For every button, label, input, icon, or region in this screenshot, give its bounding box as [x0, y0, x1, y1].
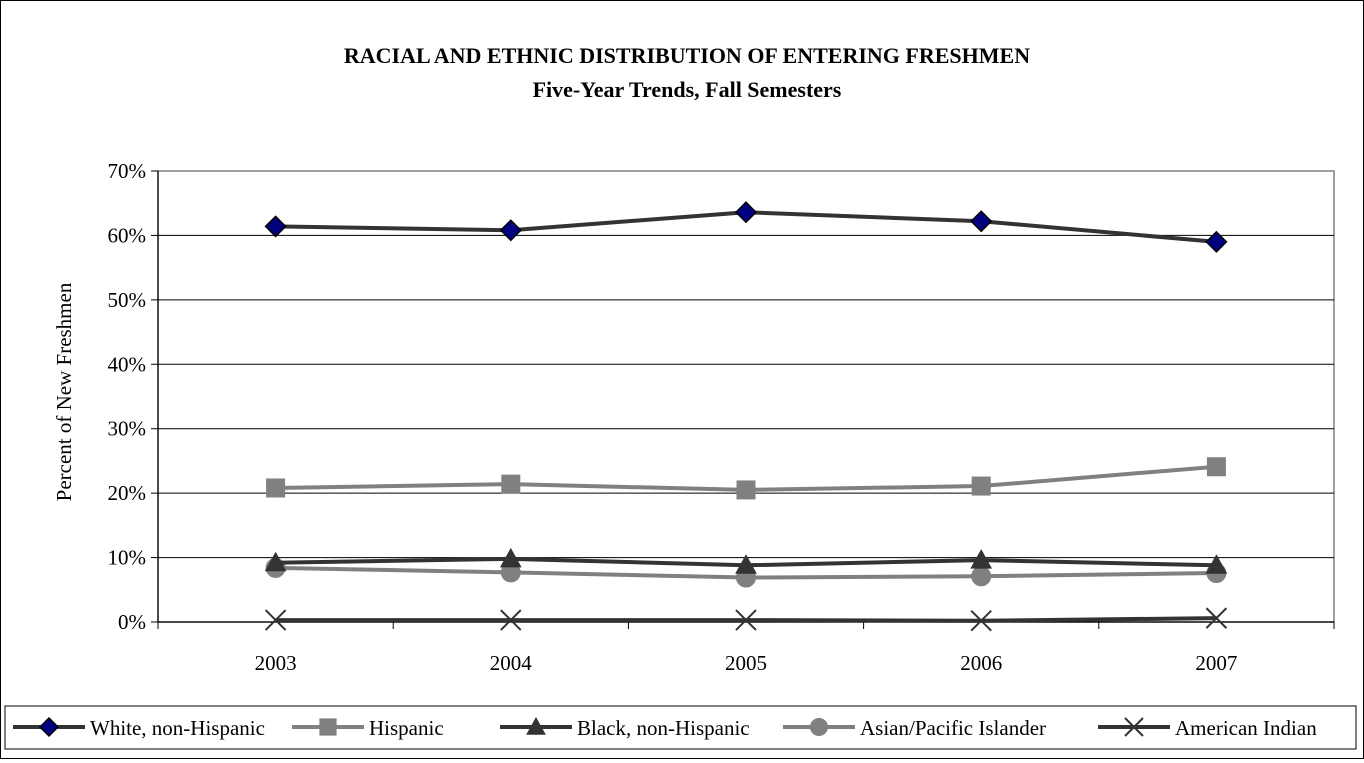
y-tick-label: 30%	[108, 417, 147, 441]
y-tick-label: 10%	[108, 546, 147, 570]
circle-marker	[971, 566, 992, 587]
y-tick-label: 40%	[108, 352, 147, 376]
square-marker	[319, 718, 337, 736]
y-tick-label: 50%	[108, 288, 147, 312]
diamond-marker	[264, 215, 287, 238]
x-marker	[500, 609, 522, 631]
x-marker	[1124, 717, 1144, 737]
x-marker-stroke	[500, 609, 522, 631]
triangle-marker	[735, 554, 757, 574]
legend: White, non-Hispanic Hispanic Black, non-Hi…	[4, 705, 1357, 750]
x-tick-label: 2006	[960, 651, 1002, 675]
x-marker-stroke	[1205, 607, 1228, 629]
legend-label: Asian/Pacific Islander	[860, 716, 1046, 740]
x-marker-stroke	[735, 609, 757, 631]
x-marker	[1205, 607, 1228, 629]
diamond-marker	[499, 219, 522, 242]
triangle-marker	[526, 716, 546, 735]
x-marker	[264, 609, 287, 631]
x-marker-stroke	[264, 609, 287, 631]
diamond-marker	[1205, 230, 1228, 253]
legend-label: American Indian	[1175, 716, 1317, 740]
plot-background	[157, 170, 1335, 623]
triangle-marker	[970, 549, 993, 569]
chart-subtitle: Five-Year Trends, Fall Semesters	[533, 77, 842, 102]
triangle-marker	[499, 547, 522, 568]
legend-label: Hispanic	[369, 716, 444, 740]
y-tick-label: 20%	[108, 481, 147, 505]
square-marker	[501, 474, 521, 494]
chart-title: RACIAL AND ETHNIC DISTRIBUTION OF ENTERI…	[344, 43, 1030, 68]
diamond-marker	[38, 716, 60, 738]
diamond-marker	[970, 210, 993, 233]
y-tick-label: 60%	[108, 223, 147, 247]
square-marker	[736, 480, 756, 500]
circle-marker	[809, 717, 829, 737]
triangle-marker	[1205, 554, 1228, 574]
square-marker	[1206, 457, 1226, 477]
plot-area: 0% 10% 20% 30% 40% 50% 60% 70% 2003 2004 2005 2006 2…	[108, 159, 1335, 675]
x-tick-label: 2003	[255, 651, 297, 675]
y-tick-label: 70%	[108, 159, 147, 183]
legend-label: Black, non-Hispanic	[577, 716, 750, 740]
x-tick-label: 2004	[490, 651, 533, 675]
diamond-marker	[734, 201, 758, 224]
x-marker-stroke	[1124, 717, 1144, 737]
triangle-marker	[264, 551, 287, 572]
x-tick-label: 2007	[1195, 651, 1237, 675]
x-marker	[970, 610, 992, 632]
y-axis-label: Percent of New Freshmen	[52, 282, 76, 501]
x-marker	[735, 609, 757, 631]
y-tick-label: 0%	[118, 610, 146, 634]
square-marker	[266, 478, 286, 498]
legend-label: White, non-Hispanic	[90, 716, 265, 740]
square-marker	[971, 476, 991, 496]
x-tick-label: 2005	[725, 651, 767, 675]
x-marker-stroke	[970, 610, 992, 632]
